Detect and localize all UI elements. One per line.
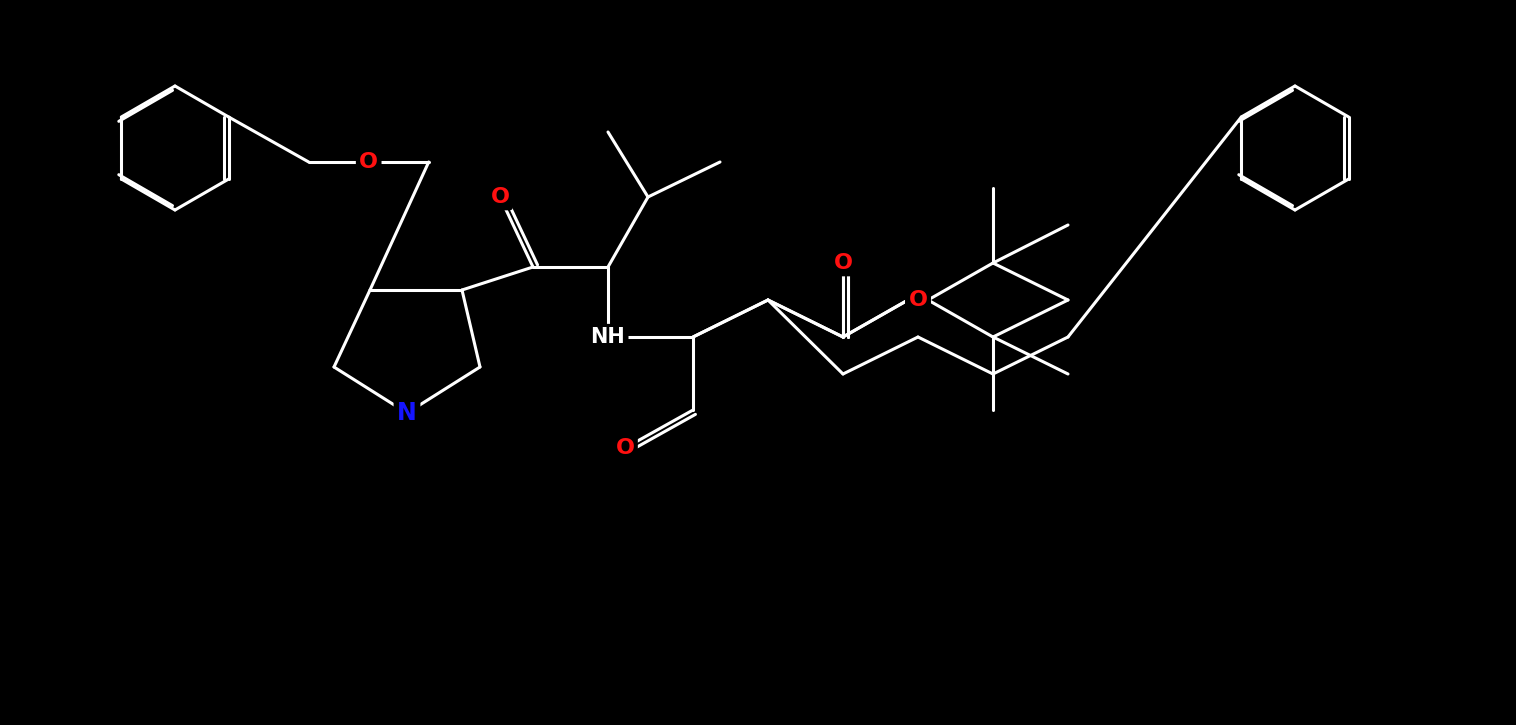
Text: O: O: [834, 250, 852, 270]
Text: N: N: [397, 401, 417, 425]
Text: O: O: [359, 152, 377, 172]
Text: O: O: [615, 438, 635, 458]
Text: O: O: [834, 253, 852, 273]
Text: O: O: [908, 290, 928, 310]
Text: O: O: [908, 290, 928, 310]
Text: O: O: [491, 187, 509, 207]
Text: NH: NH: [591, 327, 626, 347]
